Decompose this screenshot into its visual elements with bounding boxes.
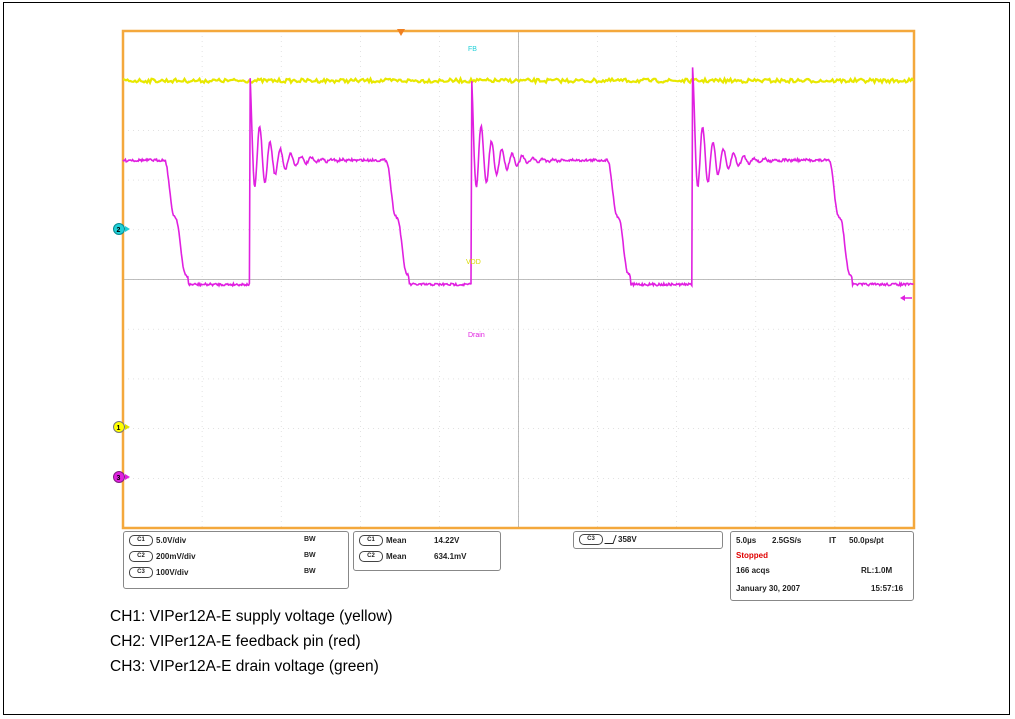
figure-frame — [3, 2, 1010, 715]
ch1-tag[interactable]: C1 — [129, 535, 153, 547]
trigger-rising-edge-icon — [604, 535, 617, 545]
measure-2-value: 634.1mV — [434, 552, 467, 561]
trigger-level: 358V — [618, 535, 637, 544]
measure-row-1: C1 Mean — [359, 535, 406, 547]
caption-ch1: CH1: VIPer12A-E supply voltage (yellow) — [110, 608, 393, 625]
measure-2-label: Mean — [386, 552, 407, 561]
trigger-position-marker — [397, 29, 405, 36]
ch2-bandwidth-icon: BW — [304, 552, 316, 559]
ch2-scale: 200mV/div — [156, 552, 196, 561]
drain-trace-label: Drain — [468, 332, 485, 339]
trigger-source-tag[interactable]: C3 — [579, 534, 603, 546]
measure-row-2: C2 Mean — [359, 551, 406, 563]
record-length: RL:1.0M — [861, 566, 893, 575]
scope-border — [121, 29, 916, 530]
oscilloscope-screen: FB VDD Drain 2 1 3 — [113, 29, 916, 530]
ch1-scale-row: C1 5.0V/div — [129, 535, 186, 547]
trigger-row: C3 358V — [579, 534, 637, 546]
measure-1-label: Mean — [386, 536, 407, 545]
ch3-tag[interactable]: C3 — [129, 567, 153, 579]
ch1-marker-label: 1 — [117, 425, 121, 432]
ch2-scale-row: C2 200mV/div — [129, 551, 196, 563]
fb-trace-label: FB — [468, 46, 477, 53]
channel-scale-panel: C1 5.0V/div C2 200mV/div C3 100V/div BW BW … — [123, 531, 349, 589]
measurement-panel: C1 Mean 14.22V C2 Mean 634.1mV — [353, 531, 501, 571]
sample-rate: 2.5GS/s — [772, 536, 802, 545]
ch3-scale-row: C3 100V/div — [129, 567, 188, 579]
caption-ch3: CH3: VIPer12A-E drain voltage (green) — [110, 658, 379, 675]
acquisition-count: 166 acqs — [736, 566, 770, 575]
traces — [122, 67, 915, 289]
ch1-scale: 5.0V/div — [156, 536, 187, 545]
caption-ch2: CH2: VIPer12A-E feedback pin (red) — [110, 633, 361, 650]
acquisition-date: January 30, 2007 — [736, 584, 801, 593]
timebase-scale: 5.0µs — [736, 536, 757, 545]
measure-2-tag[interactable]: C2 — [359, 551, 383, 563]
trigger-level-marker — [900, 295, 912, 301]
vdd-trace-label: VDD — [466, 259, 481, 266]
timebase-panel: 5.0µs 2.5GS/s IT 50.0ps/pt Stopped 166 a… — [730, 531, 914, 601]
ch3-marker-label: 3 — [117, 475, 121, 482]
ch2-tag[interactable]: C2 — [129, 551, 153, 563]
time-per-point: 50.0ps/pt — [849, 536, 884, 545]
it-mode: IT — [829, 536, 837, 545]
ch3-bandwidth-icon: BW — [304, 568, 316, 575]
ch2-marker-label: 2 — [117, 227, 121, 234]
ch3-ground-marker: 3 — [113, 471, 130, 483]
acquisition-status: Stopped — [736, 551, 768, 560]
acquisition-time: 15:57:16 — [871, 584, 904, 593]
ch2-ground-marker: 2 — [113, 223, 130, 235]
ch1-bandwidth-icon: BW — [304, 536, 316, 543]
ch3-scale: 100V/div — [156, 568, 189, 577]
ch1-ground-marker: 1 — [113, 421, 130, 433]
measure-1-value: 14.22V — [434, 536, 460, 545]
vdd-trace — [122, 75, 915, 86]
measure-1-tag[interactable]: C1 — [359, 535, 383, 547]
trigger-panel: C3 358V — [573, 531, 723, 549]
drain-trace — [122, 67, 914, 289]
